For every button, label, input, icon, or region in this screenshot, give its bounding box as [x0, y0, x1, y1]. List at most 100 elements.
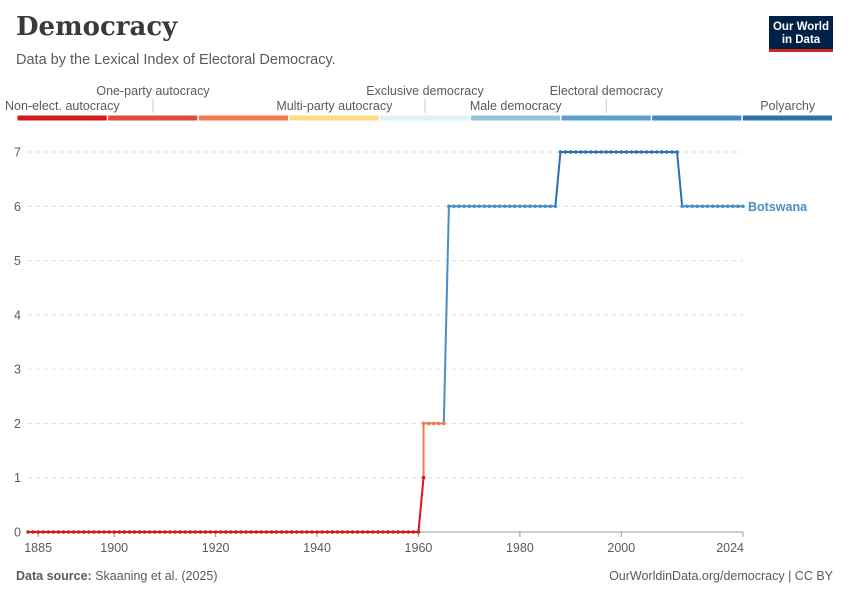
data-point[interactable]: [203, 530, 208, 534]
data-point[interactable]: [122, 530, 127, 534]
data-point[interactable]: [325, 530, 329, 534]
data-point[interactable]: [513, 204, 517, 209]
data-point[interactable]: [614, 150, 619, 154]
data-point[interactable]: [107, 530, 111, 534]
data-point[interactable]: [436, 421, 441, 426]
legend-swatch-5[interactable]: [470, 115, 560, 121]
data-point[interactable]: [345, 530, 350, 534]
data-point[interactable]: [568, 150, 573, 154]
data-point[interactable]: [710, 204, 715, 209]
data-point[interactable]: [690, 204, 695, 209]
series-lines[interactable]: [27, 151, 744, 533]
data-point[interactable]: [442, 421, 446, 426]
data-point[interactable]: [477, 204, 482, 209]
data-point[interactable]: [558, 150, 563, 154]
data-point[interactable]: [51, 530, 56, 534]
data-point[interactable]: [193, 530, 198, 534]
data-point[interactable]: [330, 530, 335, 534]
data-point[interactable]: [61, 530, 66, 534]
data-point[interactable]: [264, 530, 269, 534]
data-point[interactable]: [360, 530, 365, 534]
data-point[interactable]: [335, 530, 340, 534]
data-point[interactable]: [31, 530, 35, 534]
data-point[interactable]: [381, 530, 385, 534]
data-point[interactable]: [563, 150, 568, 154]
data-point[interactable]: [284, 530, 289, 534]
data-point[interactable]: [213, 530, 218, 534]
data-point[interactable]: [497, 204, 502, 209]
data-point[interactable]: [680, 204, 684, 209]
data-point[interactable]: [720, 204, 725, 209]
data-point[interactable]: [56, 530, 61, 534]
data-point[interactable]: [188, 530, 193, 534]
data-point[interactable]: [269, 530, 274, 534]
owid-logo[interactable]: Our World in Data: [769, 16, 833, 52]
data-point[interactable]: [695, 204, 700, 209]
data-point[interactable]: [553, 204, 558, 209]
data-point[interactable]: [102, 530, 106, 534]
data-point[interactable]: [431, 421, 436, 426]
data-point[interactable]: [355, 530, 360, 534]
data-point[interactable]: [365, 530, 370, 534]
data-point[interactable]: [523, 204, 527, 209]
data-point[interactable]: [46, 530, 51, 534]
legend-swatch-6[interactable]: [561, 115, 651, 121]
data-point[interactable]: [482, 204, 487, 209]
data-point[interactable]: [168, 530, 172, 534]
data-point[interactable]: [198, 530, 203, 534]
data-point[interactable]: [401, 530, 406, 534]
data-point[interactable]: [452, 204, 456, 209]
data-point[interactable]: [599, 150, 603, 154]
data-point[interactable]: [492, 204, 497, 209]
data-point[interactable]: [660, 150, 664, 154]
data-point[interactable]: [543, 204, 548, 209]
data-point[interactable]: [142, 530, 147, 534]
data-point[interactable]: [624, 150, 629, 154]
data-point[interactable]: [300, 530, 304, 534]
data-point[interactable]: [36, 530, 40, 534]
legend-swatch-2[interactable]: [198, 115, 288, 121]
data-point[interactable]: [548, 204, 553, 209]
data-point[interactable]: [741, 204, 745, 209]
data-point[interactable]: [725, 204, 730, 209]
legend-swatch-4[interactable]: [380, 115, 470, 121]
data-point[interactable]: [594, 150, 598, 154]
legend-swatch-8[interactable]: [742, 115, 832, 121]
footer-link[interactable]: OurWorldinData.org/democracy | CC BY: [609, 569, 833, 583]
legend-swatch-0[interactable]: [17, 115, 107, 121]
data-point[interactable]: [279, 530, 284, 534]
data-point[interactable]: [87, 530, 91, 534]
data-point[interactable]: [152, 530, 157, 534]
legend-swatch-3[interactable]: [289, 115, 379, 121]
data-point[interactable]: [629, 150, 634, 154]
data-point[interactable]: [289, 530, 294, 534]
data-point[interactable]: [467, 204, 471, 209]
data-point[interactable]: [639, 150, 644, 154]
data-point[interactable]: [234, 530, 238, 534]
data-point[interactable]: [310, 530, 314, 534]
data-point[interactable]: [507, 204, 512, 209]
data-point[interactable]: [396, 530, 400, 534]
data-point[interactable]: [644, 150, 649, 154]
data-point[interactable]: [589, 150, 593, 154]
data-point[interactable]: [132, 530, 137, 534]
data-point[interactable]: [391, 530, 395, 534]
data-point[interactable]: [137, 530, 142, 534]
data-point[interactable]: [406, 530, 411, 534]
data-point[interactable]: [700, 204, 705, 209]
data-point[interactable]: [315, 530, 319, 534]
data-point[interactable]: [229, 530, 233, 534]
legend-swatch-7[interactable]: [652, 115, 742, 121]
data-point[interactable]: [462, 204, 466, 209]
data-point[interactable]: [670, 150, 674, 154]
data-point[interactable]: [117, 530, 122, 534]
data-point[interactable]: [249, 530, 253, 534]
data-point[interactable]: [178, 530, 182, 534]
data-point[interactable]: [76, 530, 81, 534]
data-point[interactable]: [218, 530, 223, 534]
data-point[interactable]: [92, 530, 96, 534]
data-point[interactable]: [411, 530, 416, 534]
data-point[interactable]: [416, 530, 421, 534]
data-point[interactable]: [26, 530, 30, 534]
